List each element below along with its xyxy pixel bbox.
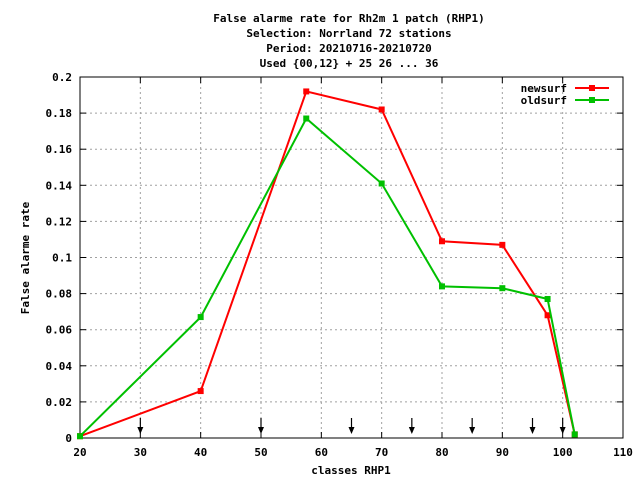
title-line-1: False alarme rate for Rh2m 1 patch (RHP1… — [213, 12, 485, 25]
y-tick-label: 0.16 — [46, 143, 73, 156]
y-axis-ticks: 0 0.02 0.04 0.06 0.08 0.1 0.12 0.14 0.16 0.18 0.2 — [46, 71, 623, 445]
series-point-oldsurf — [544, 296, 551, 303]
title-line-2: Selection: Norrland 72 stations — [246, 27, 451, 40]
y-tick-label: 0.12 — [46, 215, 73, 228]
y-tick-label: 0.08 — [46, 288, 73, 301]
series-point-oldsurf — [197, 314, 204, 321]
x-tick-label: 110 — [613, 446, 633, 459]
series-point-oldsurf — [499, 285, 506, 292]
x-tick-label: 30 — [134, 446, 147, 459]
x-tick-label: 40 — [194, 446, 207, 459]
x-tick-label: 50 — [254, 446, 267, 459]
arrow-marker-head — [469, 427, 476, 434]
arrow-marker-head — [348, 427, 355, 434]
series-point-newsurf — [544, 312, 551, 319]
y-tick-label: 0 — [65, 432, 72, 445]
y-tick-label: 0.02 — [46, 396, 73, 409]
series-point-oldsurf — [378, 180, 385, 187]
series-point-newsurf — [378, 106, 385, 113]
series-point-newsurf — [303, 88, 310, 95]
chart-title: False alarme rate for Rh2m 1 patch (RHP1… — [213, 12, 485, 70]
arrow-marker-head — [137, 427, 144, 434]
x-tick-label: 60 — [315, 446, 328, 459]
series-point-oldsurf — [571, 431, 578, 438]
arrow-marker-head — [529, 427, 536, 434]
arrow-marker-head — [258, 427, 264, 434]
grid-lines — [80, 77, 623, 438]
y-tick-label: 0.14 — [46, 179, 73, 192]
series-line-oldsurf — [79, 116, 576, 437]
y-tick-label: 0.1 — [52, 252, 72, 265]
title-line-4: Used {00,12} + 25 26 ... 36 — [260, 57, 439, 70]
y-tick-label: 0.04 — [46, 360, 73, 373]
y-axis-label: False alarme rate — [19, 201, 32, 314]
series-point-oldsurf — [439, 283, 445, 290]
series-point-newsurf — [499, 241, 506, 248]
series-point-oldsurf — [77, 433, 83, 440]
x-tick-label: 100 — [553, 446, 573, 459]
legend-marker-newsurf — [589, 85, 595, 91]
x-axis-label: classes RHP1 — [311, 464, 391, 477]
series-point-newsurf — [197, 388, 204, 395]
x-tick-label: 90 — [496, 446, 509, 459]
legend-marker-oldsurf — [589, 97, 595, 103]
y-tick-label: 0.06 — [46, 324, 73, 337]
legend-label-newsurf: newsurf — [521, 82, 567, 95]
x-tick-label: 80 — [435, 446, 448, 459]
y-tick-label: 0.18 — [46, 107, 73, 120]
arrow-marker-head — [408, 427, 415, 434]
x-tick-label: 20 — [73, 446, 86, 459]
data-series — [77, 88, 578, 440]
title-line-3: Period: 20210716-20210720 — [266, 42, 432, 55]
x-axis-ticks: 20 30 40 50 60 70 80 90 100 110 — [73, 77, 633, 459]
arrow-marker-head — [559, 427, 566, 434]
y-tick-label: 0.2 — [52, 71, 72, 84]
x-tick-label: 70 — [375, 446, 388, 459]
series-point-newsurf — [439, 238, 445, 245]
series-point-oldsurf — [303, 115, 310, 122]
series-line-newsurf — [79, 90, 576, 438]
class-arrow-markers — [137, 418, 566, 434]
legend-label-oldsurf: oldsurf — [521, 94, 567, 107]
